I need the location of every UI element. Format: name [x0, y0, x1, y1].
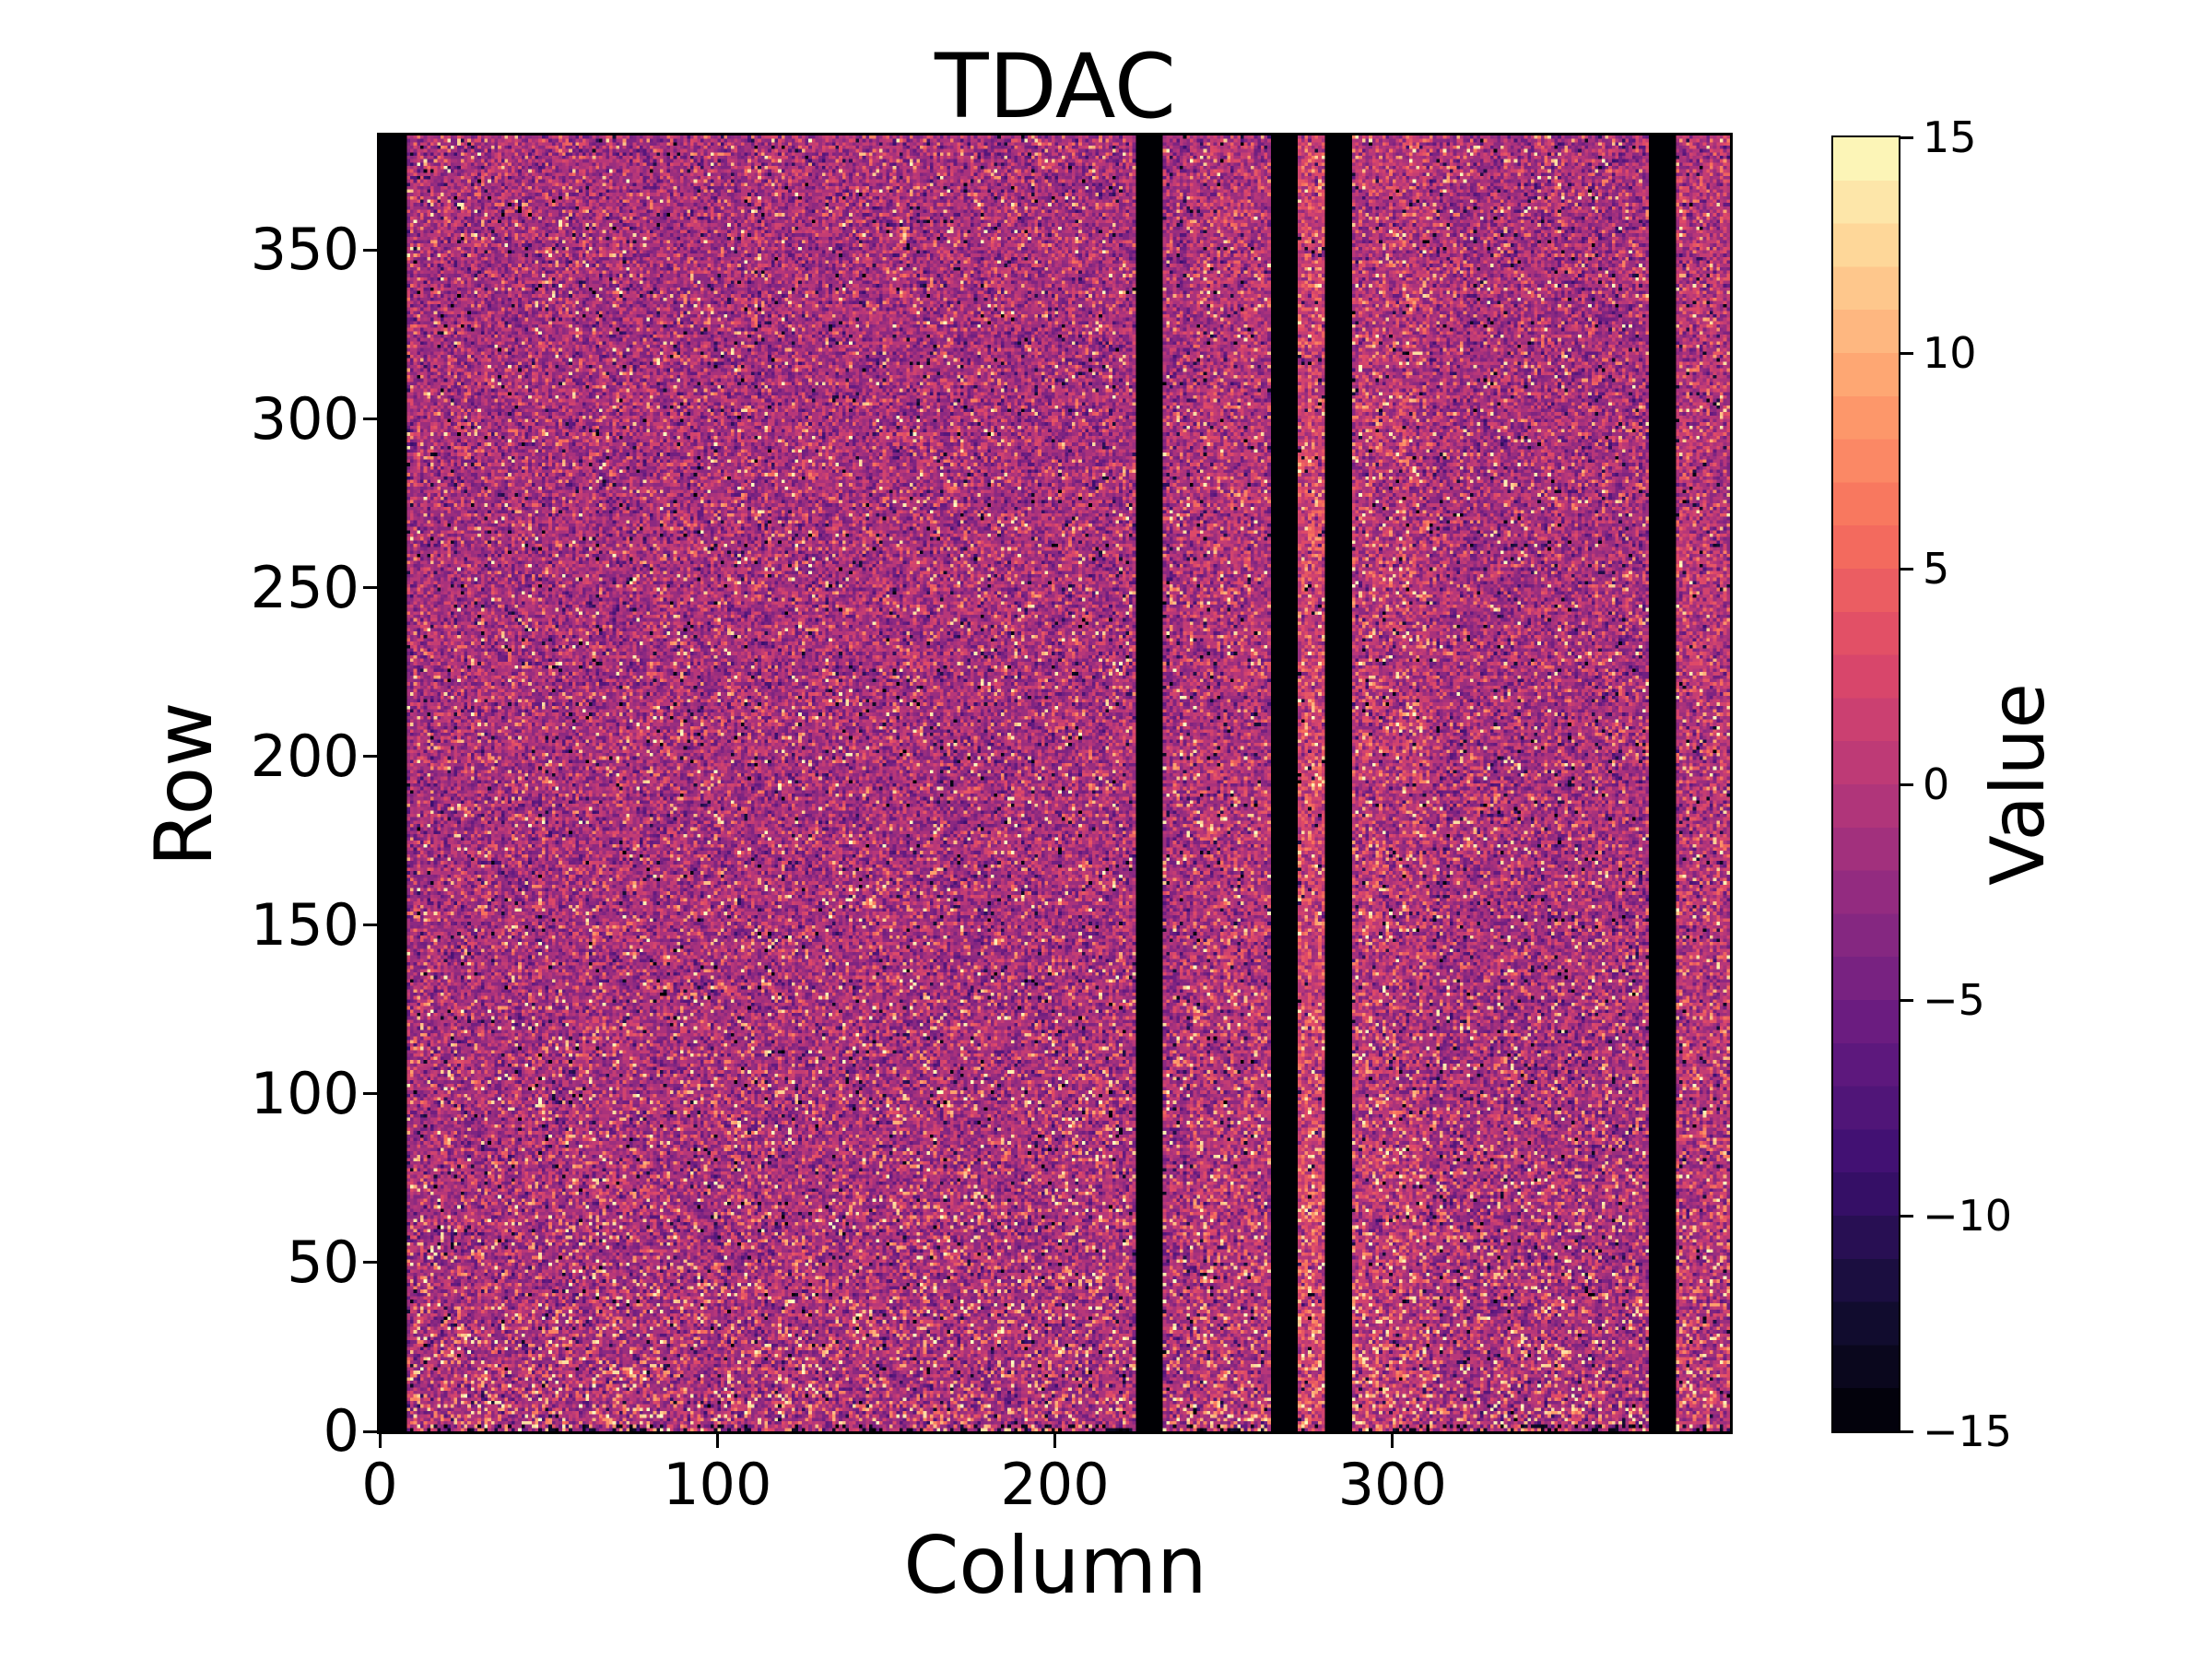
x-axis-label: Column	[903, 1520, 1207, 1612]
y-tick-mark	[363, 1261, 377, 1265]
x-tick-label: 200	[1000, 1451, 1110, 1518]
colorbar-tick-mark	[1900, 135, 1913, 139]
y-tick-label: 250	[250, 553, 359, 621]
colorbar-tick-label: −15	[1923, 1406, 2013, 1456]
y-tick-label: 100	[250, 1059, 359, 1127]
y-tick-mark	[363, 418, 377, 421]
colorbar-tick-label: 15	[1923, 112, 1977, 162]
x-tick-mark	[378, 1434, 382, 1448]
y-tick-mark	[363, 924, 377, 927]
colorbar-tick-mark	[1900, 998, 1913, 1002]
colorbar-tick-label: −10	[1923, 1191, 2013, 1241]
heatmap-canvas	[380, 135, 1730, 1431]
y-tick-label: 300	[250, 384, 359, 453]
y-tick-mark	[363, 586, 377, 590]
colorbar-tick-label: 5	[1923, 544, 1950, 594]
x-tick-label: 300	[1337, 1451, 1447, 1518]
colorbar-canvas	[1833, 137, 1899, 1431]
y-tick-mark	[363, 248, 377, 252]
plot-frame	[377, 133, 1733, 1434]
colorbar-tick-mark	[1900, 1214, 1913, 1218]
colorbar-tick-label: 0	[1923, 759, 1950, 809]
y-tick-mark	[363, 1430, 377, 1433]
colorbar-tick-mark	[1900, 1430, 1913, 1433]
x-tick-mark	[1053, 1434, 1056, 1448]
colorbar-tick-mark	[1900, 782, 1913, 786]
colorbar-frame	[1831, 135, 1900, 1433]
colorbar-tick-mark	[1900, 567, 1913, 571]
y-tick-mark	[363, 755, 377, 759]
x-tick-mark	[715, 1434, 719, 1448]
y-tick-mark	[363, 1092, 377, 1096]
x-tick-label: 100	[663, 1451, 772, 1518]
y-tick-label: 50	[287, 1228, 359, 1296]
y-tick-label: 350	[250, 216, 359, 284]
x-tick-mark	[1391, 1434, 1394, 1448]
y-tick-label: 0	[323, 1397, 359, 1465]
y-tick-label: 150	[250, 890, 359, 959]
colorbar-tick-label: 10	[1923, 328, 1977, 378]
plot-title: TDAC	[935, 35, 1176, 138]
y-tick-label: 200	[250, 722, 359, 790]
colorbar-tick-mark	[1900, 351, 1913, 355]
colorbar-tick-label: −5	[1923, 975, 1985, 1025]
x-tick-label: 0	[361, 1451, 398, 1518]
